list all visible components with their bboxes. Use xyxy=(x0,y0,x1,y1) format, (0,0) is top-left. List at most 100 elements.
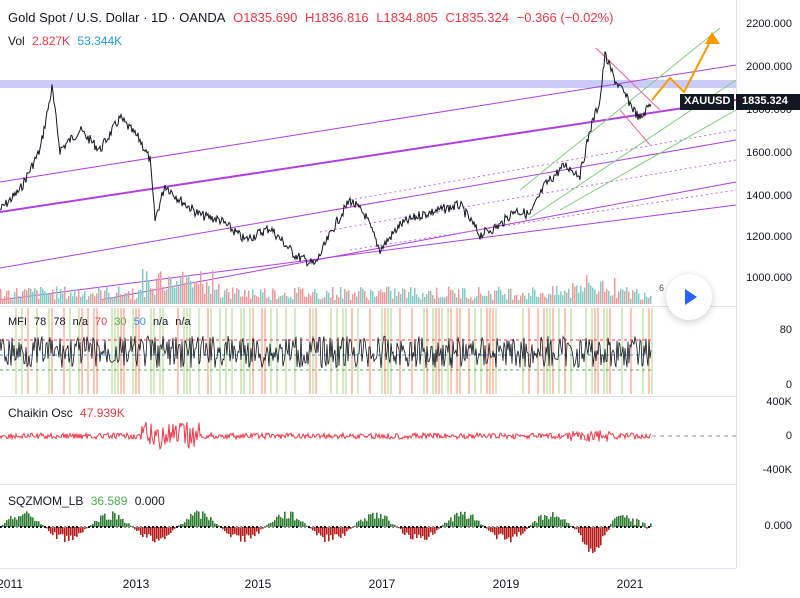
squeeze-dot xyxy=(436,526,438,528)
pane-separator[interactable] xyxy=(0,484,800,485)
volume-bar xyxy=(198,284,200,304)
squeeze-momentum-bar xyxy=(482,525,484,527)
replay-play-button[interactable] xyxy=(666,274,712,320)
time-axis[interactable]: 2011 2013 2015 2017 2019 2021 xyxy=(0,568,736,598)
squeeze-momentum-bar xyxy=(84,527,86,530)
volume-bar xyxy=(258,297,260,304)
squeeze-dot xyxy=(472,526,474,528)
squeeze-momentum-bar xyxy=(120,519,122,527)
volume-bar xyxy=(404,289,406,304)
mfi-zone-band xyxy=(36,308,38,394)
volume-bar xyxy=(218,283,220,304)
volume-bar xyxy=(90,293,92,304)
volume-bar xyxy=(46,293,48,304)
squeeze-momentum-bar xyxy=(250,527,252,539)
volume-bar xyxy=(434,298,436,304)
squeeze-momentum-bar xyxy=(98,522,100,527)
squeeze-momentum-bar xyxy=(76,527,78,537)
volume-bar xyxy=(436,287,438,304)
volume-bar xyxy=(456,297,458,304)
mfi-zone-band xyxy=(558,308,560,394)
volume-bar xyxy=(364,291,366,304)
squeeze-momentum-bar xyxy=(316,527,318,536)
squeeze-momentum-bar xyxy=(10,516,12,527)
mfi-zone-band xyxy=(651,308,653,394)
squeeze-dot xyxy=(584,526,586,528)
pane-separator[interactable] xyxy=(0,306,800,307)
squeeze-dot xyxy=(440,526,442,528)
volume-bar xyxy=(312,292,314,304)
volume-bar xyxy=(510,288,512,304)
mfi-v1: 78 xyxy=(34,316,47,328)
squeeze-dot xyxy=(88,526,90,528)
volume-bar xyxy=(76,296,78,304)
pane-separator[interactable] xyxy=(0,396,800,397)
mfi-zone-band xyxy=(441,308,443,394)
volume-bar xyxy=(446,296,448,304)
mfi-legend: MFI 78 78 n/a 70 30 50 n/a n/a xyxy=(8,316,195,328)
volume-bar xyxy=(246,296,248,304)
squeeze-momentum-bar xyxy=(118,514,120,527)
volume-bar xyxy=(366,297,368,304)
volume-bar xyxy=(646,297,648,304)
volume-bar xyxy=(192,287,194,304)
volume-bar xyxy=(648,297,650,304)
squeeze-momentum-bar xyxy=(260,527,262,530)
squeeze-momentum-bar xyxy=(148,527,150,535)
squeeze-momentum-bar xyxy=(616,516,618,527)
volume-bar xyxy=(74,289,76,304)
squeeze-momentum-bar xyxy=(146,527,148,538)
squeeze-momentum-bar xyxy=(650,523,652,527)
squeeze-momentum-bar xyxy=(70,527,72,536)
symbol-tag: XAUUSD xyxy=(680,94,735,110)
volume-bar xyxy=(188,274,190,304)
squeeze-momentum-bar xyxy=(2,524,4,527)
squeeze-dot xyxy=(100,526,102,528)
squeeze-momentum-bar xyxy=(456,512,458,527)
squeeze-momentum-bar xyxy=(62,527,64,535)
squeeze-momentum-bar xyxy=(618,515,620,527)
mfi-zone-band xyxy=(207,308,209,394)
squeeze-momentum-bar xyxy=(138,527,140,531)
median-dotted-line xyxy=(349,189,737,251)
volume-bar xyxy=(506,299,508,304)
volume-bar xyxy=(374,296,376,304)
mfi-zone-band xyxy=(111,308,113,394)
volume-bar xyxy=(282,295,284,304)
volume-bar xyxy=(222,297,224,304)
squeeze-momentum-bar xyxy=(314,527,316,532)
squeeze-momentum-bar xyxy=(168,527,170,535)
volume-bar xyxy=(350,299,352,304)
volume-bar xyxy=(306,296,308,304)
volume-bar xyxy=(228,292,230,304)
squeeze-dot xyxy=(104,526,106,528)
sqz-value-1: 36.589 xyxy=(90,494,128,508)
volume-bar xyxy=(370,289,372,304)
squeeze-momentum-bar xyxy=(232,527,234,535)
squeeze-momentum-bar xyxy=(504,527,506,540)
volume-bar xyxy=(170,278,172,304)
volume-bar xyxy=(412,296,414,304)
squeeze-momentum-bar xyxy=(442,525,444,527)
squeeze-momentum-bar xyxy=(388,520,390,527)
volume-bar xyxy=(518,299,520,304)
volume-bar xyxy=(410,287,412,304)
squeeze-momentum-bar xyxy=(438,527,440,529)
chaikin-label: Chaikin Osc xyxy=(8,406,73,420)
volume-bar xyxy=(626,287,628,304)
squeeze-dot xyxy=(200,526,202,528)
volume-bar xyxy=(98,287,100,304)
price-axis[interactable]: 2200.000 2000.000 1800.000 1600.000 1400… xyxy=(736,0,800,568)
squeeze-momentum-bar xyxy=(518,527,520,532)
squeeze-momentum-bar xyxy=(210,517,212,527)
squeeze-momentum-bar xyxy=(534,520,536,527)
volume-bar xyxy=(482,295,484,304)
squeeze-momentum-bar xyxy=(236,527,238,536)
volume-bar xyxy=(196,283,198,304)
mfi-zone-band xyxy=(78,308,80,394)
volume-bar xyxy=(208,286,210,304)
volume-bar xyxy=(34,288,36,304)
squeeze-momentum-bar xyxy=(466,518,468,527)
volume-bar xyxy=(576,285,578,304)
